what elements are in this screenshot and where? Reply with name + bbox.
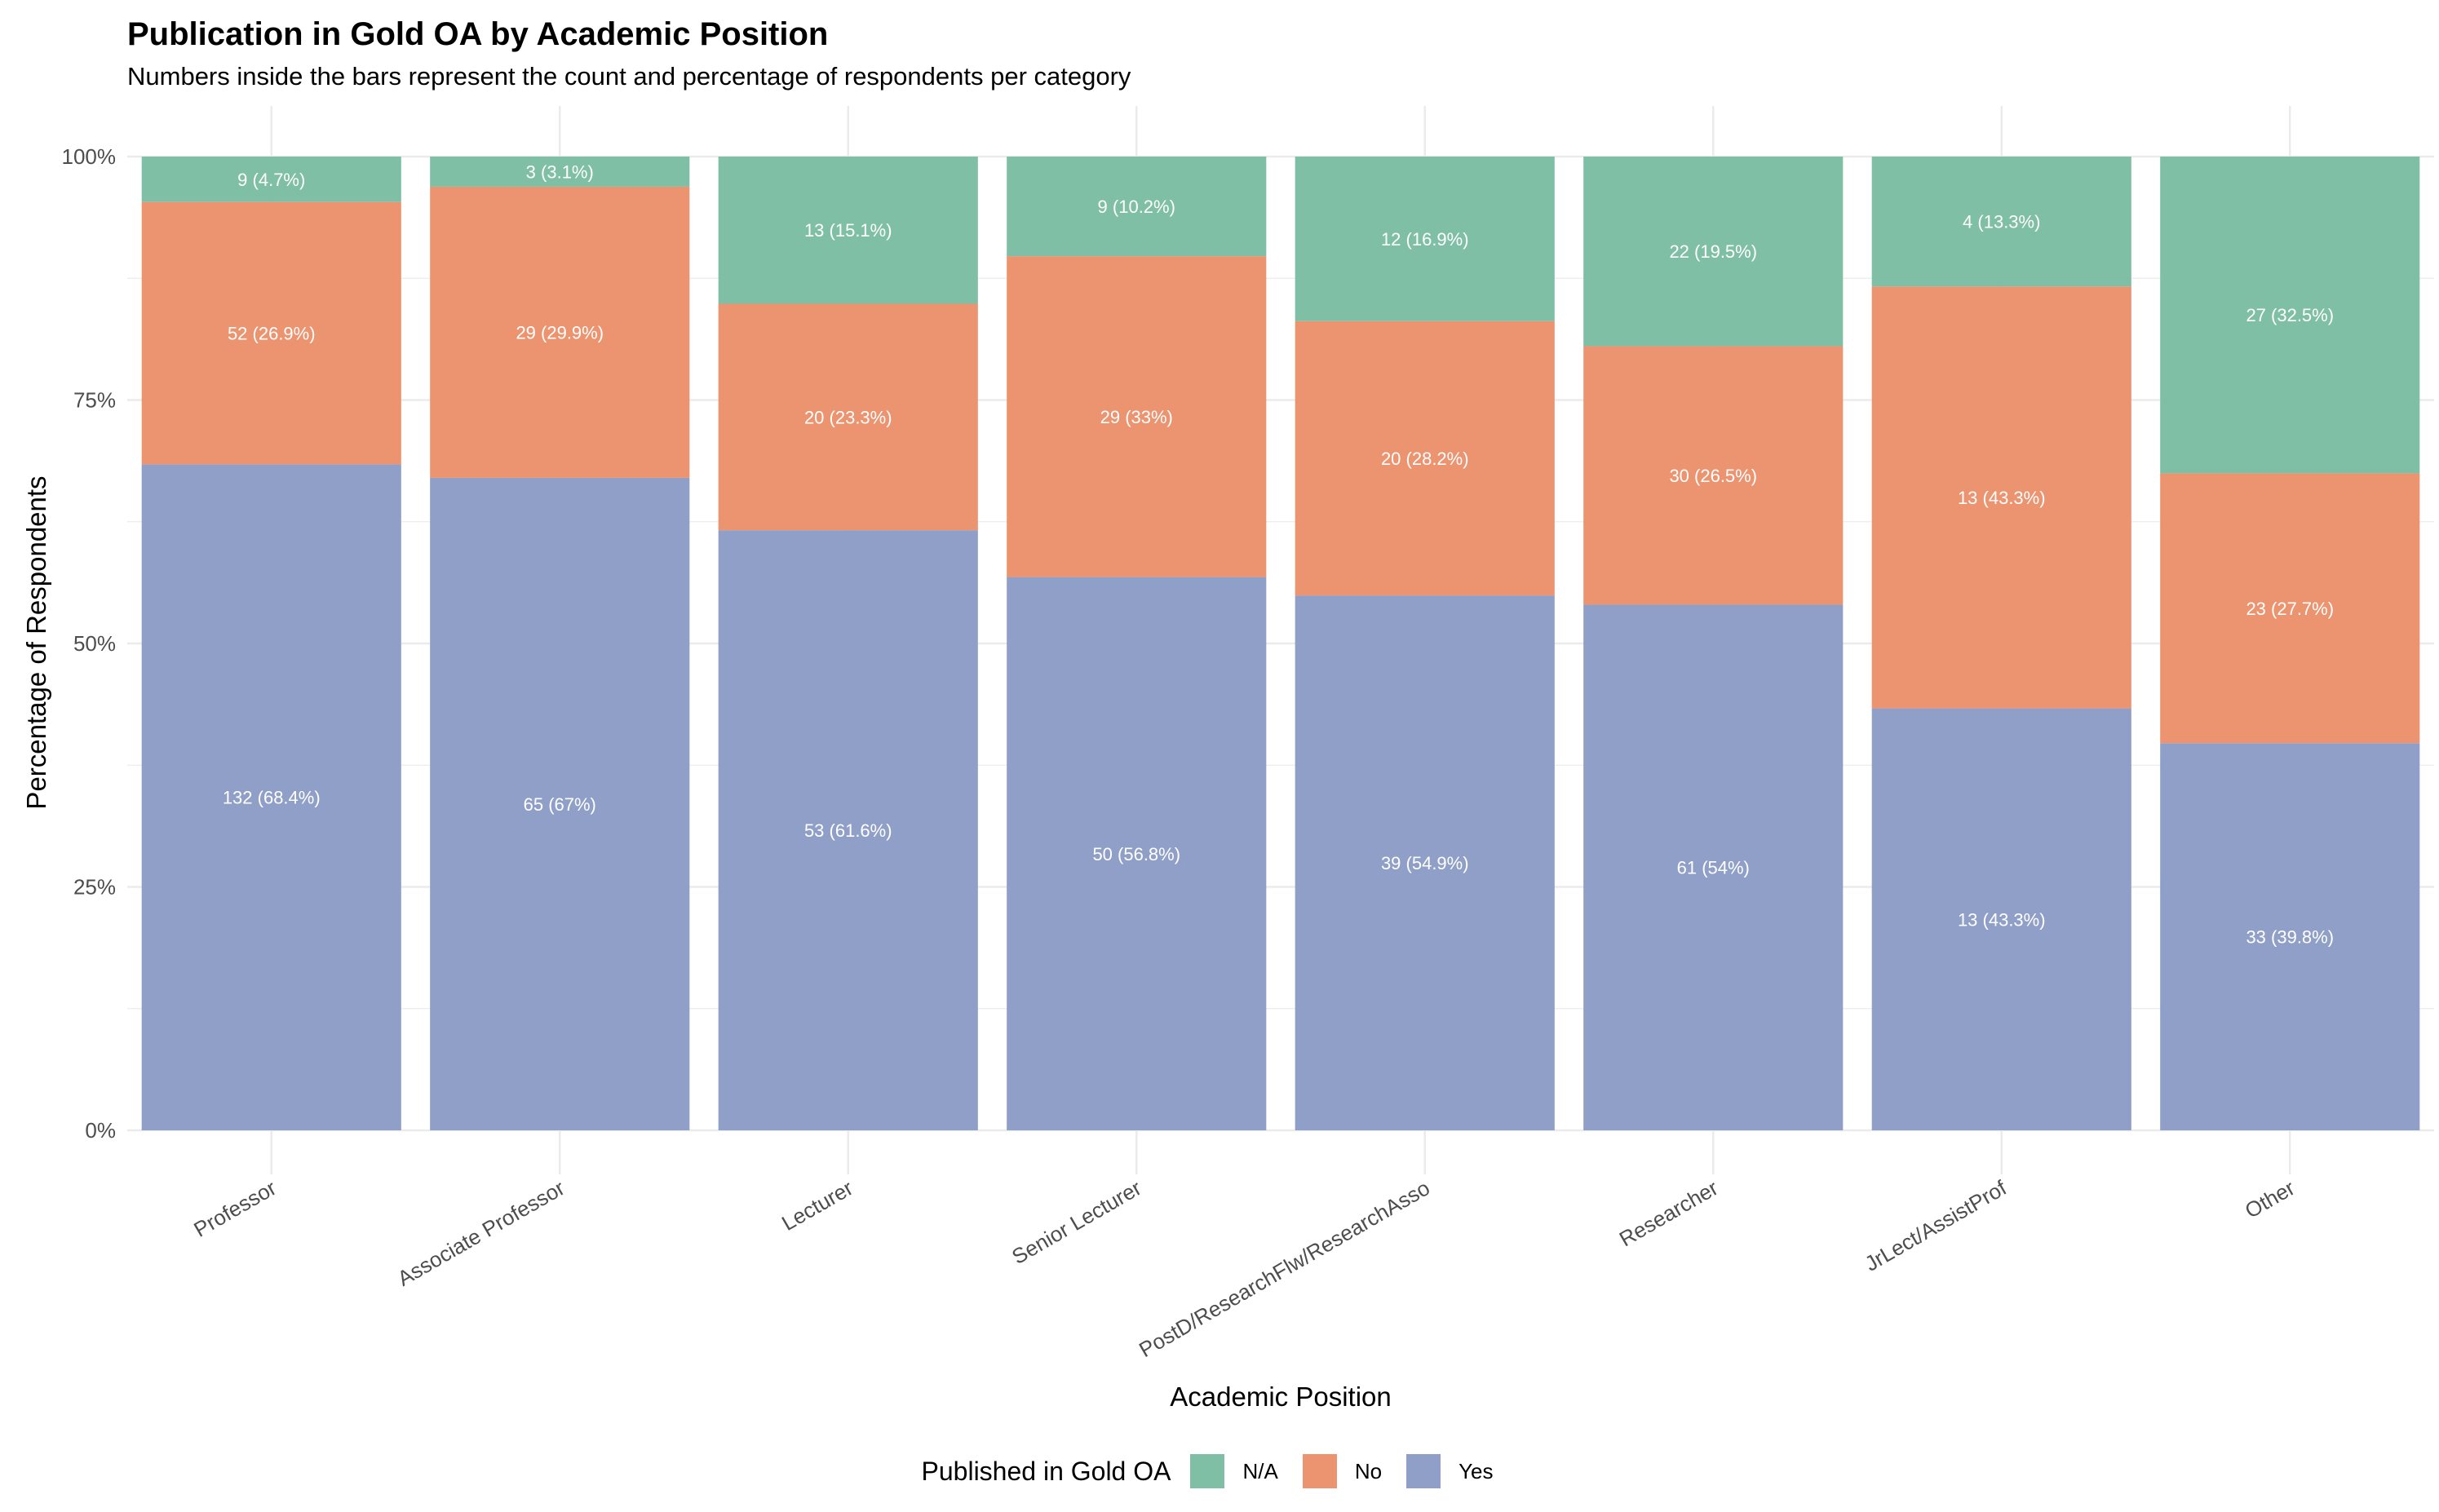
bar-segment-yes xyxy=(1295,595,1555,1130)
bar-data-label: 61 (54%) xyxy=(1677,858,1750,878)
bar-data-label: 12 (16.9%) xyxy=(1381,229,1469,250)
bar-segment-na xyxy=(1007,157,1267,257)
bar-data-label: 33 (39.8%) xyxy=(2246,927,2334,948)
bar-data-label: 3 (3.1%) xyxy=(526,161,594,182)
bar-data-label: 20 (28.2%) xyxy=(1381,449,1469,469)
bar-segment-na xyxy=(718,157,978,304)
legend-key xyxy=(1190,1454,1225,1488)
legend-key xyxy=(1406,1454,1441,1488)
bar-data-label: 27 (32.5%) xyxy=(2246,305,2334,325)
bar-data-label: 50 (56.8%) xyxy=(1092,844,1180,864)
bar-segment-yes xyxy=(1583,604,1844,1130)
bar-segment-no xyxy=(1583,346,1844,605)
legend-label: N/A xyxy=(1242,1458,1278,1483)
x-tick-label: Senior Lecturer xyxy=(1007,1175,1145,1269)
chart-title: Publication in Gold OA by Academic Posit… xyxy=(127,16,829,52)
x-tick-label: Professor xyxy=(189,1175,281,1242)
x-axis-title: Academic Position xyxy=(1170,1382,1391,1412)
bars xyxy=(141,157,2420,1130)
y-tick-label: 25% xyxy=(73,875,116,900)
bar-segment-no xyxy=(1871,286,2131,709)
legend-items: N/A No Yes xyxy=(1190,1454,1517,1488)
legend-item: N/A xyxy=(1190,1454,1278,1488)
bar-data-label: 132 (68.4%) xyxy=(223,788,321,808)
bar-data-label: 52 (26.9%) xyxy=(228,324,316,344)
bar-data-label: 23 (27.7%) xyxy=(2246,599,2334,619)
bar-data-label: 39 (54.9%) xyxy=(1381,853,1469,873)
bar-segment-yes xyxy=(141,464,401,1130)
bar-data-label: 13 (15.1%) xyxy=(804,220,892,241)
chart-subtitle: Numbers inside the bars represent the co… xyxy=(127,62,1131,91)
y-axis-ticks: 0% 25% 50% 75% 100% xyxy=(62,144,117,1143)
bar-segment-no xyxy=(1007,256,1267,577)
x-tick-label: PostD/ResearchFlw/ResearchAsso xyxy=(1135,1175,1434,1362)
legend-item: Yes xyxy=(1406,1454,1493,1488)
bar-data-label: 22 (19.5%) xyxy=(1669,241,1757,262)
bar-segment-na xyxy=(141,157,401,202)
bar-segment-yes xyxy=(718,530,978,1130)
bar-data-label: 65 (67%) xyxy=(524,794,596,815)
x-tick-label: Other xyxy=(2241,1175,2300,1223)
y-tick-label: 100% xyxy=(62,144,117,169)
x-tick-label: Lecturer xyxy=(777,1175,857,1236)
bar-segment-no xyxy=(141,201,401,465)
y-axis-title: Percentage of Respondents xyxy=(21,475,51,809)
x-tick-label: Researcher xyxy=(1615,1175,1723,1251)
legend-label: No xyxy=(1354,1458,1383,1483)
bar-data-label: 30 (26.5%) xyxy=(1669,466,1757,486)
bar-segment-yes xyxy=(2160,743,2420,1130)
legend-key xyxy=(1302,1454,1337,1488)
y-tick-label: 50% xyxy=(73,631,116,656)
bar-segment-na xyxy=(1295,157,1555,321)
bar-data-label: 13 (43.3%) xyxy=(1958,909,2046,930)
bar-data-label: 9 (4.7%) xyxy=(237,170,305,190)
bar-segment-no xyxy=(1295,321,1555,596)
y-tick-label: 0% xyxy=(85,1118,116,1143)
bar-data-label: 29 (33%) xyxy=(1100,407,1173,427)
x-axis-ticks: Professor Associate Professor Lecturer Seni… xyxy=(189,1175,2299,1362)
x-tick-label: Associate Professor xyxy=(393,1175,569,1291)
bar-segment-na xyxy=(1583,157,1844,347)
bar-segment-yes xyxy=(430,477,690,1130)
bar-segment-no xyxy=(2160,473,2420,744)
legend-title: Published in Gold OA xyxy=(921,1456,1171,1486)
bar-data-label: 29 (29.9%) xyxy=(516,322,604,343)
bar-data-label: 9 (10.2%) xyxy=(1098,197,1175,217)
bar-data-label: 13 (43.3%) xyxy=(1958,488,2046,508)
bar-segment-na xyxy=(2160,157,2420,474)
bar-segment-no xyxy=(718,303,978,531)
bar-segment-yes xyxy=(1871,708,2131,1130)
bar-data-label: 20 (23.3%) xyxy=(804,407,892,427)
legend-item: No xyxy=(1302,1454,1383,1488)
bar-segment-yes xyxy=(1007,577,1267,1130)
legend-label: Yes xyxy=(1459,1458,1494,1483)
bar-segment-na xyxy=(1871,157,2131,287)
y-tick-label: 75% xyxy=(73,388,116,413)
bar-data-label: 4 (13.3%) xyxy=(1963,212,2040,232)
bar-segment-no xyxy=(430,186,690,478)
bar-data-label: 53 (61.6%) xyxy=(804,820,892,841)
bar-segment-na xyxy=(430,157,690,187)
x-tick-label: JrLect/AssistProf xyxy=(1861,1175,2012,1276)
bar-labels: 132 (68.4%) 52 (26.9%) 9 (4.7%) 65 (67%) 29 … xyxy=(223,161,2334,947)
legend: Published in Gold OA N/A No Yes xyxy=(0,1450,2439,1492)
